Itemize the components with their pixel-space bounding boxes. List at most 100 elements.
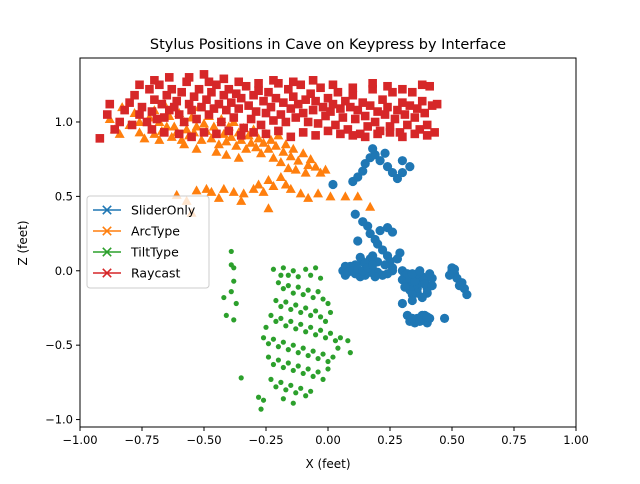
- x-tick-label: −0.50: [186, 433, 221, 447]
- point-raycast: [323, 126, 333, 136]
- point-slideronly: [328, 179, 338, 190]
- point-raycast: [145, 84, 154, 94]
- point-raycast: [298, 108, 308, 118]
- point-tilttype: [313, 332, 319, 338]
- point-raycast: [207, 87, 216, 97]
- point-slideronly: [375, 156, 385, 166]
- point-raycast: [368, 78, 377, 88]
- point-raycast: [363, 122, 372, 131]
- x-tick-label: 0.50: [439, 433, 465, 447]
- point-raycast: [385, 122, 395, 131]
- point-arctype: [236, 195, 247, 205]
- point-raycast: [298, 128, 308, 137]
- point-slideronly: [392, 254, 403, 264]
- point-raycast: [184, 73, 194, 82]
- point-tilttype: [283, 387, 289, 393]
- point-slideronly: [407, 295, 417, 306]
- point-raycast: [259, 96, 268, 106]
- point-raycast: [266, 102, 276, 112]
- point-tilttype: [310, 373, 316, 380]
- y-tick-label: 0.5: [55, 189, 73, 203]
- point-tilttype: [298, 309, 304, 316]
- point-raycast: [189, 92, 199, 101]
- legend-label: SliderOnly: [131, 203, 196, 218]
- point-tilttype: [303, 329, 309, 335]
- point-arctype: [278, 146, 289, 156]
- point-slideronly: [368, 260, 378, 270]
- point-raycast: [420, 108, 430, 118]
- point-slideronly: [407, 269, 417, 279]
- point-raycast: [286, 132, 296, 142]
- point-raycast: [427, 101, 437, 110]
- point-raycast: [370, 117, 380, 127]
- point-raycast: [348, 83, 358, 93]
- point-arctype: [263, 175, 274, 185]
- point-raycast: [130, 90, 139, 100]
- point-raycast: [323, 93, 333, 103]
- point-arctype: [246, 137, 257, 147]
- point-raycast: [174, 129, 184, 139]
- point-arctype: [201, 183, 212, 193]
- point-arctype: [179, 139, 190, 149]
- point-raycast: [249, 90, 258, 100]
- point-raycast: [395, 128, 405, 137]
- point-raycast: [157, 99, 167, 109]
- point-arctype: [211, 146, 222, 156]
- point-tilttype: [332, 338, 339, 344]
- point-tilttype: [310, 348, 316, 354]
- point-raycast: [187, 132, 196, 142]
- point-raycast: [303, 117, 313, 127]
- x-tick-label: −1.00: [62, 433, 97, 447]
- point-raycast: [316, 83, 325, 93]
- point-tilttype: [255, 394, 262, 400]
- point-raycast: [271, 93, 281, 103]
- point-slideronly: [420, 279, 430, 289]
- point-tilttype: [295, 363, 301, 369]
- point-tilttype: [290, 268, 296, 274]
- y-tick-label: −0.5: [45, 338, 73, 352]
- point-raycast: [355, 129, 365, 139]
- point-tilttype: [278, 379, 284, 385]
- point-tilttype: [300, 291, 306, 298]
- point-arctype: [196, 134, 207, 144]
- point-raycast: [155, 80, 164, 90]
- point-tilttype: [295, 274, 301, 280]
- point-tilttype: [330, 354, 336, 360]
- point-arctype: [213, 139, 224, 149]
- point-tilttype: [300, 370, 306, 377]
- point-raycast: [95, 134, 105, 143]
- point-tilttype: [270, 361, 277, 368]
- point-raycast: [358, 98, 368, 107]
- point-arctype: [283, 163, 294, 173]
- point-raycast: [328, 99, 338, 109]
- point-raycast: [393, 105, 402, 115]
- y-axis: −1.0 −0.5 0.0 0.5 1.0: [45, 115, 80, 427]
- point-tilttype: [283, 299, 289, 305]
- point-arctype: [139, 133, 150, 143]
- point-raycast: [341, 96, 350, 106]
- y-axis-label: Z (feet): [16, 220, 30, 265]
- point-raycast: [174, 110, 184, 119]
- point-raycast: [110, 125, 120, 134]
- point-tilttype: [285, 347, 291, 353]
- point-slideronly: [422, 312, 432, 322]
- point-slideronly: [387, 227, 398, 237]
- point-raycast: [214, 99, 224, 109]
- point-arctype: [241, 143, 252, 153]
- point-tilttype: [313, 265, 319, 271]
- point-raycast: [408, 87, 417, 97]
- point-raycast: [182, 77, 191, 87]
- point-arctype: [270, 140, 281, 150]
- point-tilttype: [325, 358, 331, 365]
- point-raycast: [301, 95, 310, 104]
- point-arctype: [298, 148, 309, 158]
- point-arctype: [288, 143, 299, 153]
- point-raycast: [236, 131, 246, 140]
- point-raycast: [212, 129, 221, 139]
- point-tilttype: [283, 323, 289, 329]
- point-tilttype: [320, 376, 326, 382]
- point-raycast: [105, 99, 115, 109]
- point-tilttype: [298, 385, 304, 391]
- point-raycast: [264, 87, 273, 97]
- point-tilttype: [293, 326, 299, 332]
